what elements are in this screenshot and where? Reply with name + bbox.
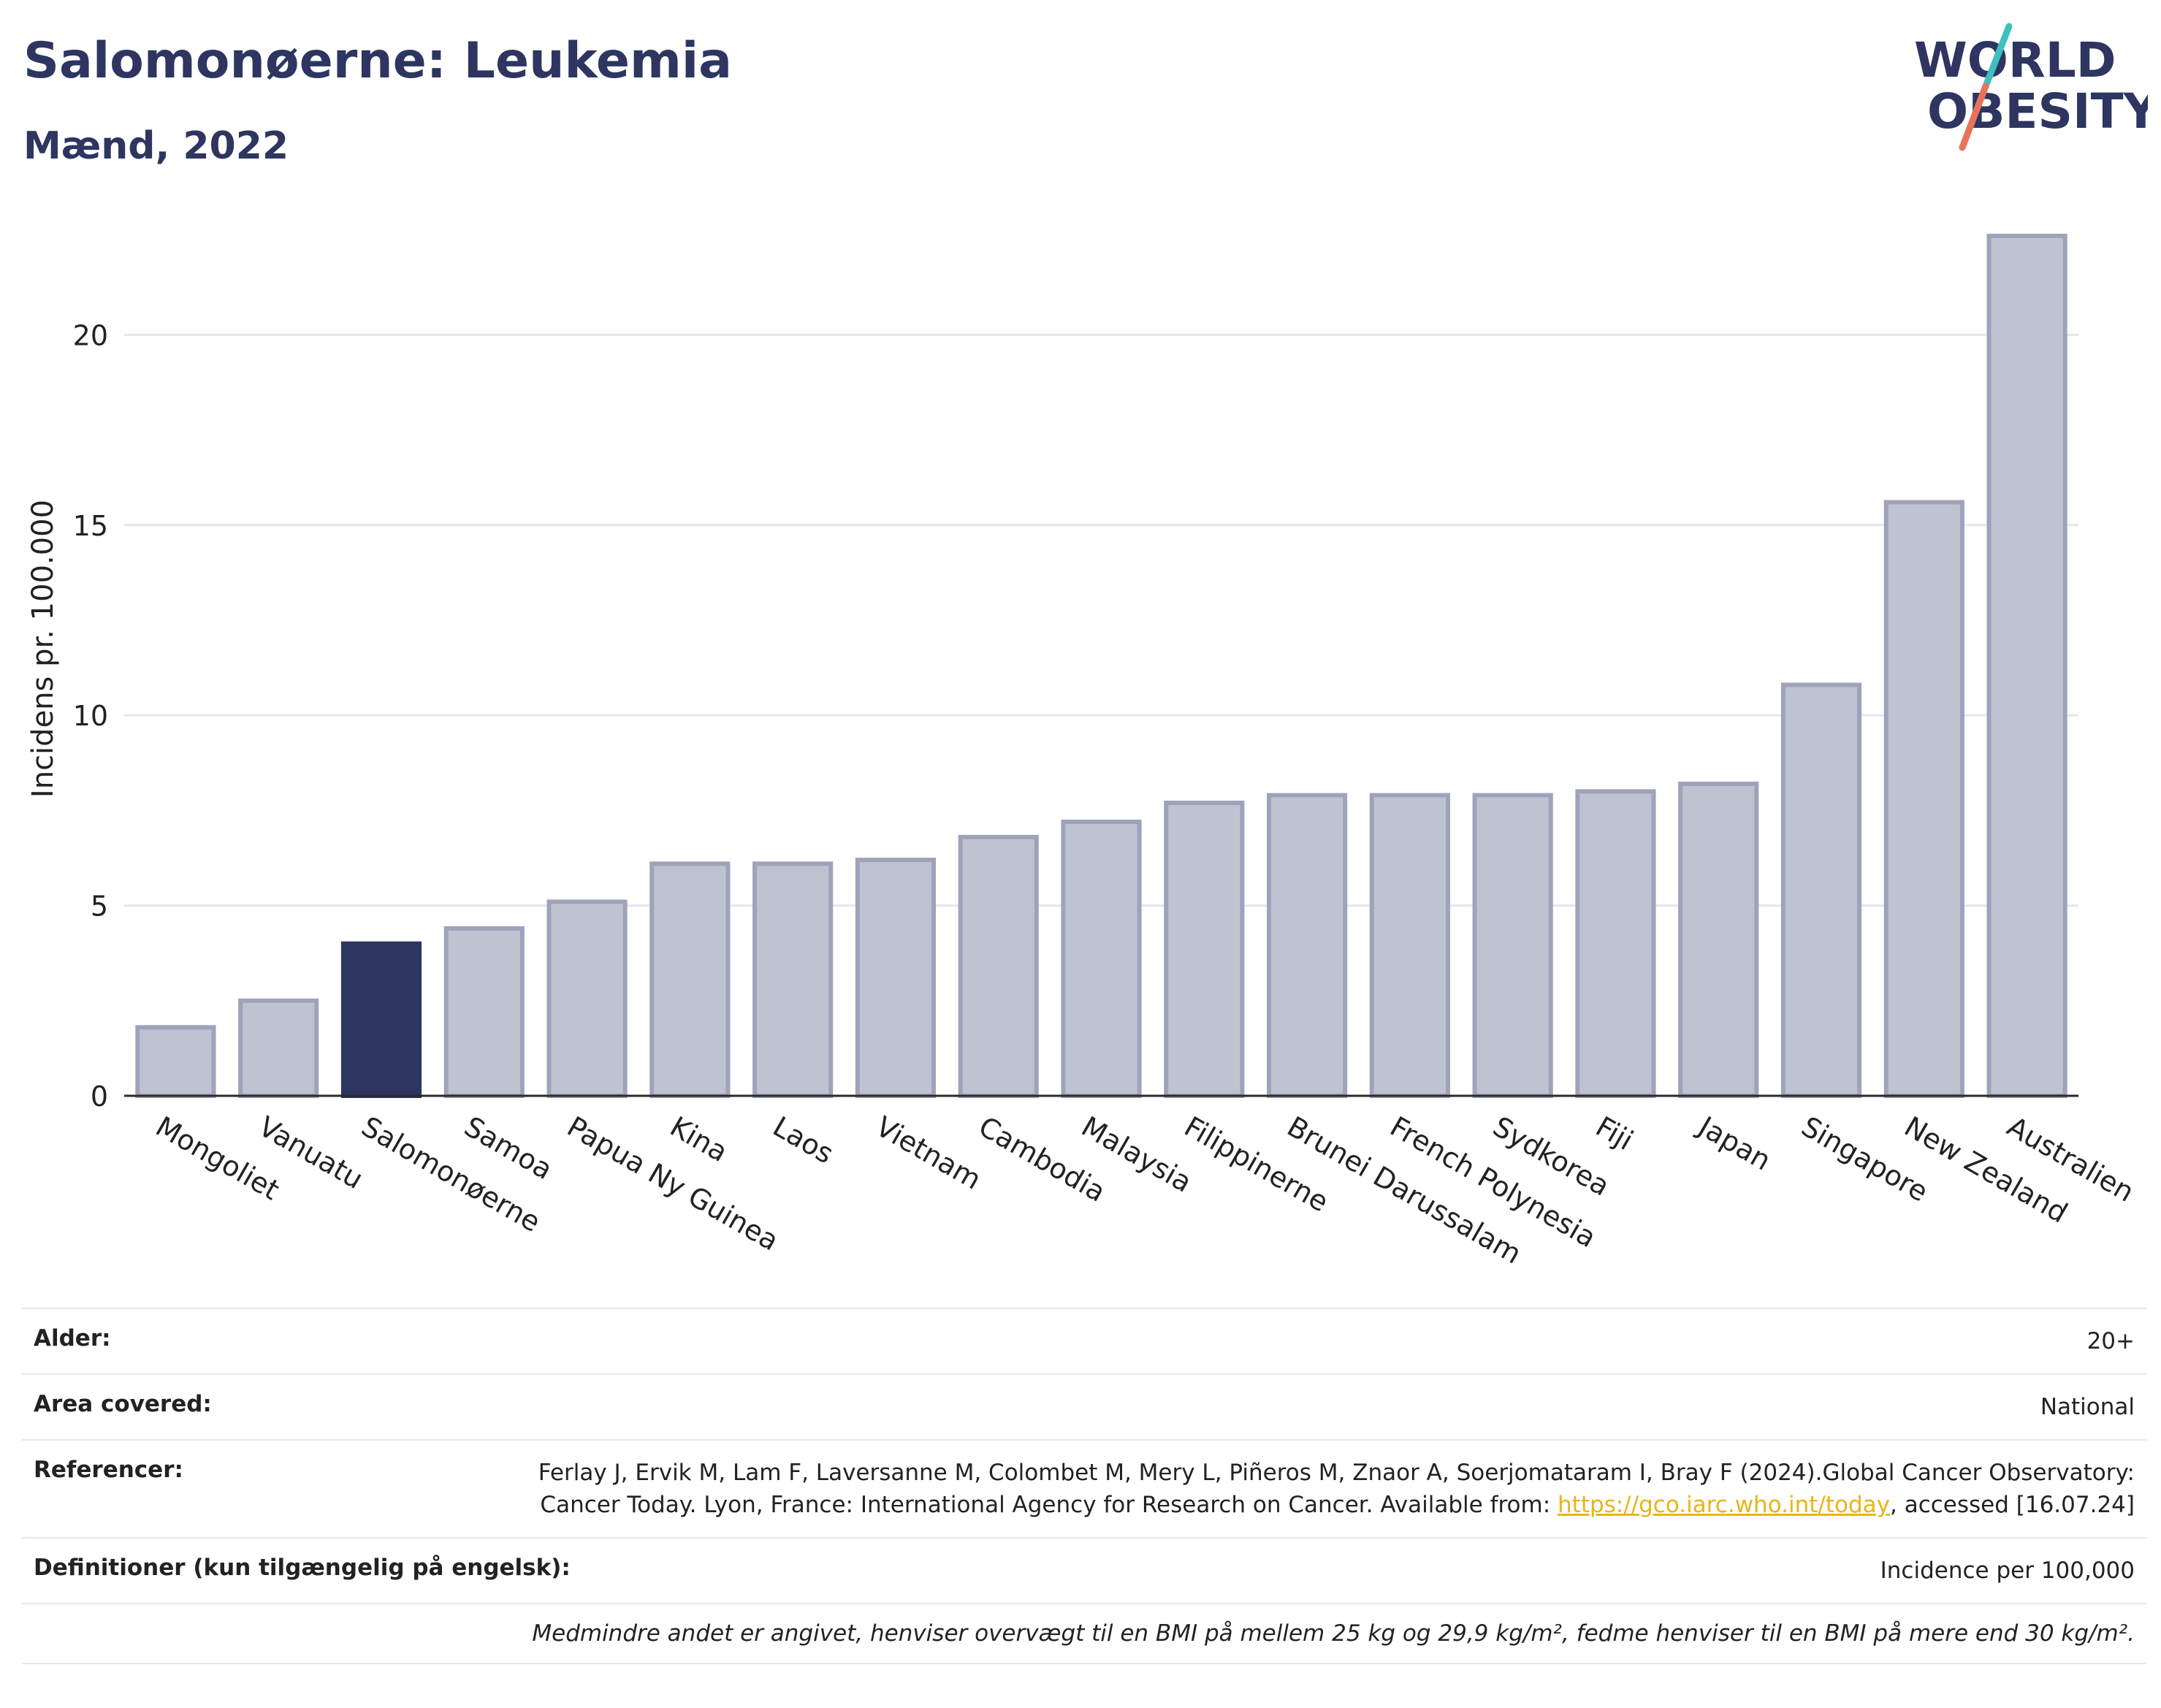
y-tick-label: 5 [91, 891, 108, 923]
x-tick-label: Laos [768, 1110, 839, 1170]
world-obesity-logo: WORLD OBESITY [1914, 23, 2148, 151]
bar-sydkorea [1472, 793, 1553, 1098]
bar-mongoliet [135, 1025, 216, 1098]
footnote: Medmindre andet er angivet, henviser ove… [532, 1620, 2135, 1647]
meta-row-note: Medmindre andet er angivet, henviser ove… [22, 1603, 2146, 1664]
y-tick-label: 20 [73, 319, 108, 351]
bar-malaysia [1061, 820, 1142, 1098]
bar-papua-ny-guinea [546, 899, 628, 1098]
bar-japan [1678, 781, 1759, 1098]
reference-accessed: , accessed [16.07.24] [1889, 1492, 2135, 1518]
area-label: Area covered: [34, 1391, 212, 1417]
meta-row-age: Alder: 20+ [22, 1308, 2146, 1373]
logo-text-world: WORLD [1914, 32, 2116, 88]
bar-new-zealand [1883, 500, 1964, 1098]
metadata-table: Alder: 20+ Area covered: National Refere… [22, 1308, 2146, 1664]
bar-chart: 05101520MongolietVanuatuSalomonøerneSamo… [26, 233, 2140, 1270]
bar-fiji [1575, 789, 1656, 1099]
x-tick-label: Kina [665, 1110, 733, 1169]
x-tick-label: Salomonøerne [356, 1110, 546, 1238]
y-axis-label: Incidens pr. 100.000 [26, 500, 60, 798]
reference-link[interactable]: https://gco.iarc.who.int/today [1558, 1492, 1890, 1518]
bar-cambodia [958, 834, 1039, 1099]
bar-kina [649, 861, 731, 1098]
definitions-label: Definitioner (kun tilgængelig på engelsk… [34, 1555, 571, 1581]
logo-slash-bottom [1959, 83, 1989, 151]
logo-slash-top [1982, 23, 2013, 90]
chart-subtitle: Mænd, 2022 [23, 124, 289, 168]
chart-title: Salomonøerne: Leukemia [23, 32, 733, 90]
bar-samoa [443, 926, 525, 1099]
bar-salomonøerne [340, 941, 422, 1098]
reference-text: Ferlay J, Ervik M, Lam F, Laversanne M, … [538, 1460, 2135, 1518]
x-tick-label: Fiji [1590, 1110, 1639, 1156]
bar-australien [1986, 233, 2067, 1099]
bar-vanuatu [238, 998, 319, 1098]
bar-brunei-darussalam [1266, 793, 1348, 1098]
bar-laos [752, 861, 834, 1098]
references-value: Ferlay J, Ervik M, Lam F, Laversanne M, … [454, 1457, 2135, 1521]
y-tick-label: 0 [91, 1080, 108, 1113]
y-tick-label: 15 [73, 510, 108, 542]
bars [135, 233, 2067, 1099]
age-label: Alder: [34, 1325, 111, 1351]
age-value: 20+ [2086, 1328, 2135, 1354]
references-label: Referencer: [34, 1457, 183, 1483]
y-tick-label: 10 [73, 700, 108, 732]
x-tick-label: Japan [1692, 1110, 1777, 1177]
meta-row-definitions: Definitioner (kun tilgængelig på engelsk… [22, 1537, 2146, 1603]
x-tick-label: Vietnam [870, 1110, 986, 1196]
logo-text-obesity: OBESITY [1927, 83, 2148, 140]
bar-french-polynesia [1369, 793, 1450, 1098]
meta-row-references: Referencer: Ferlay J, Ervik M, Lam F, La… [22, 1439, 2146, 1537]
definitions-value: Incidence per 100,000 [1880, 1558, 2135, 1584]
area-value: National [2040, 1394, 2135, 1420]
bar-singapore [1780, 682, 1862, 1098]
bar-filippinerne [1164, 800, 1245, 1099]
bar-vietnam [855, 858, 937, 1099]
meta-row-area: Area covered: National [22, 1373, 2146, 1439]
